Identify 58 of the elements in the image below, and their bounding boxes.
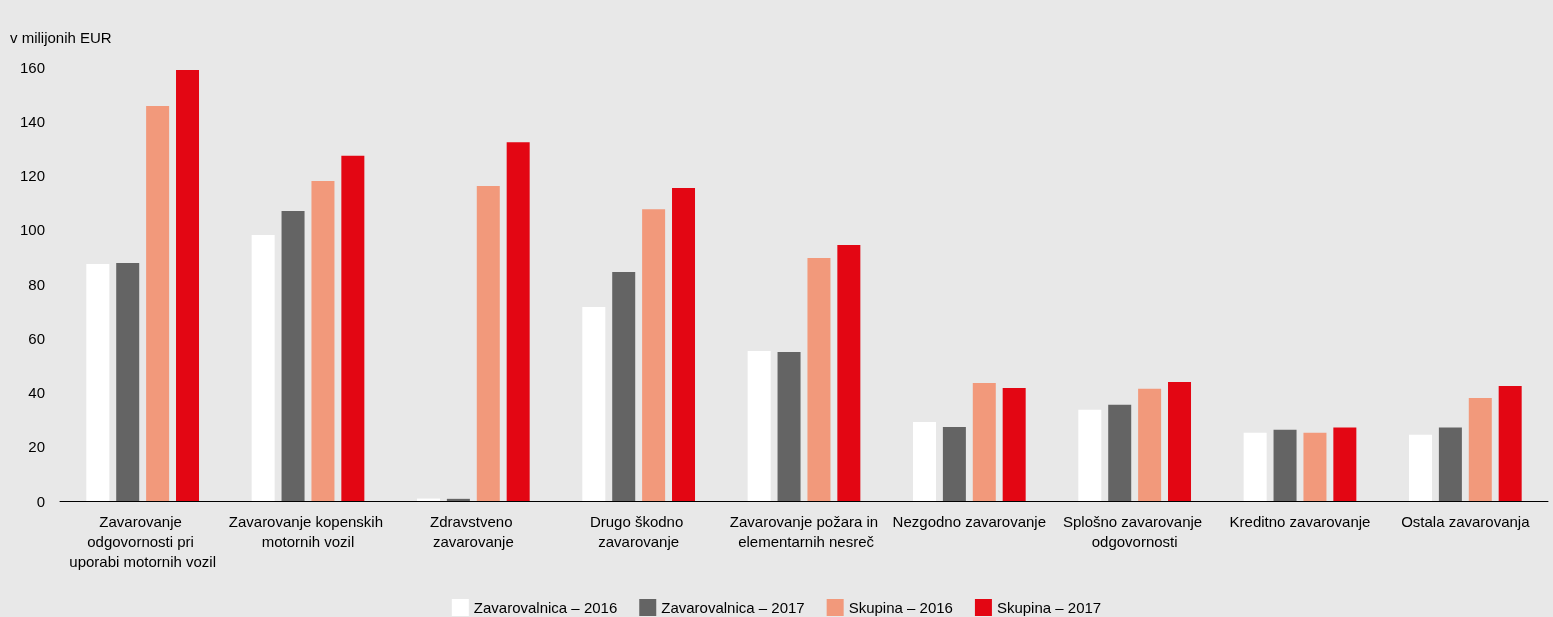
bar bbox=[476, 186, 500, 501]
bar bbox=[837, 244, 861, 501]
bar bbox=[1108, 404, 1132, 501]
bar bbox=[747, 351, 771, 501]
bar bbox=[281, 211, 305, 501]
bar bbox=[1333, 427, 1357, 501]
x-tick-label: Splošno zavarovanje odgovornosti bbox=[1062, 512, 1207, 550]
bar bbox=[612, 272, 636, 501]
y-tick-label: 100 bbox=[19, 221, 45, 239]
bar bbox=[116, 263, 140, 501]
x-tick-label: Zavarovanje odgovornosti pri uporabi motornih vozil bbox=[69, 512, 217, 570]
bar bbox=[146, 106, 170, 501]
bar bbox=[1273, 429, 1297, 501]
x-tick-label: Zavarovanje požara in elementarnih nesreč bbox=[729, 512, 879, 550]
bar bbox=[341, 155, 365, 501]
bar bbox=[1243, 432, 1267, 501]
bar bbox=[176, 69, 200, 501]
legend-label: Zavarovalnica – 2017 bbox=[661, 599, 805, 616]
x-tick-label: Ostala zavarovanja bbox=[1401, 512, 1531, 530]
bar bbox=[1468, 397, 1492, 501]
bar bbox=[1078, 409, 1102, 501]
bar bbox=[506, 142, 530, 501]
bar bbox=[777, 352, 801, 501]
y-tick-label: 20 bbox=[28, 438, 45, 456]
bar bbox=[251, 234, 275, 501]
bar bbox=[642, 209, 666, 501]
bar bbox=[1408, 434, 1432, 501]
legend-label: Skupina – 2016 bbox=[848, 599, 953, 616]
y-tick-label: 40 bbox=[28, 384, 45, 401]
bar bbox=[972, 383, 996, 501]
bar bbox=[311, 180, 335, 501]
bar bbox=[1438, 427, 1462, 501]
bar bbox=[1303, 432, 1327, 501]
x-tick-label: Nezgodno zavarovanje bbox=[892, 512, 1047, 530]
bar bbox=[1168, 381, 1192, 501]
y-tick-label: 120 bbox=[19, 167, 45, 184]
x-tick-label: Drugo škodno zavarovanje bbox=[589, 512, 688, 550]
bar bbox=[672, 187, 696, 501]
y-tick-label: 60 bbox=[28, 329, 45, 347]
x-tick-label: Kreditno zavarovanje bbox=[1229, 512, 1371, 530]
bar bbox=[86, 263, 110, 501]
y-tick-label: 80 bbox=[28, 275, 45, 293]
bar bbox=[912, 422, 936, 501]
bar bbox=[1498, 385, 1522, 501]
bar bbox=[1002, 387, 1026, 501]
x-tick-label: Zavarovanje kopenskih motornih vozil bbox=[228, 512, 388, 550]
bar bbox=[446, 498, 470, 501]
y-tick-label: 160 bbox=[19, 58, 45, 76]
legend-label: Skupina – 2017 bbox=[996, 599, 1102, 616]
bar bbox=[582, 307, 606, 501]
y-axis-title: v milijonih EUR bbox=[10, 29, 112, 46]
y-tick-label: 0 bbox=[36, 492, 45, 510]
bar bbox=[1138, 388, 1162, 501]
bar bbox=[807, 257, 831, 501]
legend-label: Zavarovalnica – 2016 bbox=[473, 599, 618, 616]
y-tick-label: 140 bbox=[19, 112, 45, 130]
x-tick-label: Zdravstveno zavarovanje bbox=[429, 512, 517, 550]
bar bbox=[942, 426, 966, 501]
